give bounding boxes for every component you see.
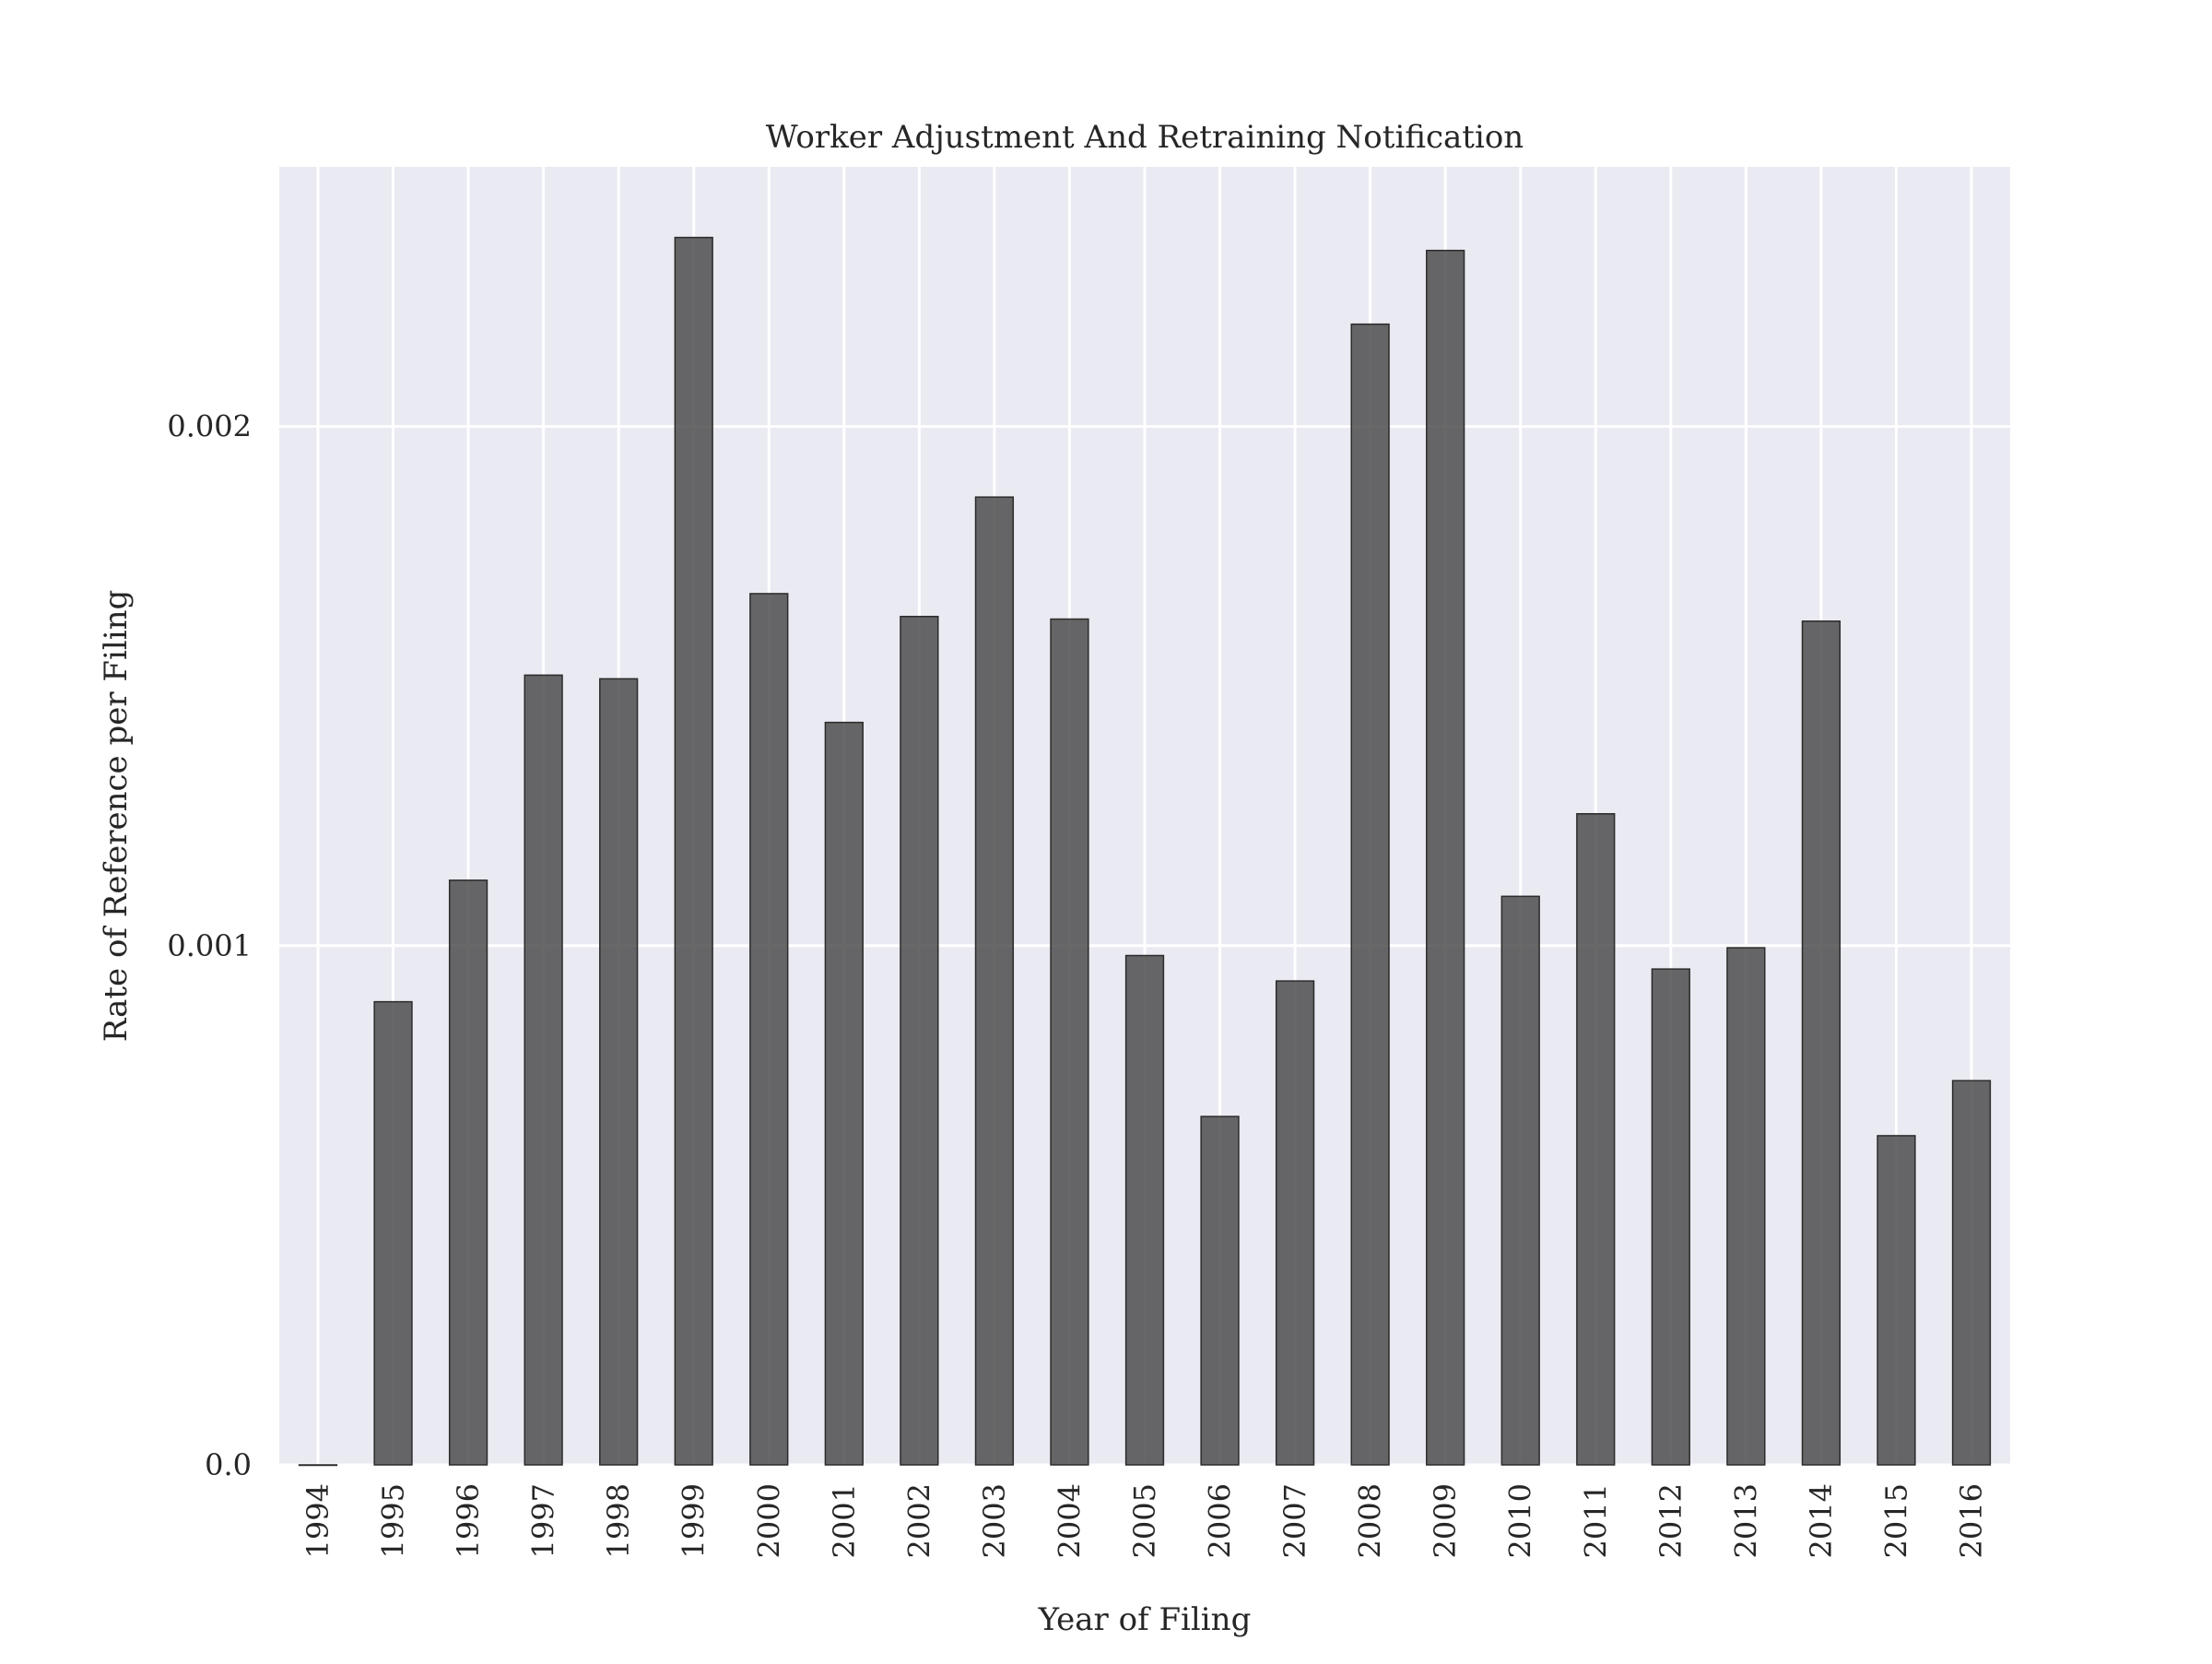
- bar-2008: [1350, 323, 1390, 1466]
- bar-2009: [1426, 249, 1465, 1466]
- x-tick-label: 1999: [677, 1483, 712, 1558]
- x-tick-label: 2001: [827, 1483, 862, 1558]
- x-tick-label: 2003: [977, 1483, 1012, 1558]
- x-axis-label: Year of Filing: [1038, 1601, 1252, 1638]
- bar-1999: [674, 236, 713, 1466]
- x-axis-ticks: 1994 1995 1996 1997 1998 1999 2000 2001 2002 2003…: [300, 1483, 1989, 1558]
- bar-1998: [599, 678, 639, 1466]
- bars: [298, 236, 1992, 1467]
- x-tick-label: 1995: [376, 1483, 411, 1558]
- bar-2016: [1951, 1080, 1992, 1466]
- x-tick-label: 2005: [1127, 1483, 1162, 1558]
- x-tick-label: 1996: [451, 1483, 486, 1558]
- bar-2001: [824, 721, 864, 1466]
- bar-2005: [1124, 954, 1165, 1466]
- bar-1995: [373, 1000, 413, 1466]
- bar-2003: [974, 496, 1015, 1466]
- bar-2012: [1651, 968, 1690, 1466]
- x-tick-label: 1997: [526, 1483, 561, 1558]
- x-tick-label: 2016: [1954, 1483, 1989, 1558]
- x-tick-label: 2014: [1804, 1483, 1839, 1558]
- x-tick-label: 2008: [1353, 1483, 1388, 1558]
- x-tick-label: 2002: [901, 1483, 936, 1558]
- x-tick-label: 2011: [1578, 1483, 1613, 1558]
- x-tick-label: 2009: [1428, 1483, 1463, 1558]
- y-tick-label: 0.002: [167, 409, 252, 444]
- bar-2002: [900, 615, 939, 1466]
- x-tick-label: 2015: [1878, 1483, 1913, 1558]
- bar-1994: [298, 1464, 338, 1467]
- x-tick-label: 2000: [751, 1483, 786, 1558]
- bar-1997: [524, 674, 563, 1466]
- bar-2000: [749, 593, 789, 1466]
- bar-2007: [1275, 980, 1315, 1466]
- y-axis-ticks: 0.0 0.001 0.002: [167, 409, 252, 1482]
- x-tick-label: 1998: [601, 1483, 636, 1558]
- x-tick-label: 2006: [1203, 1483, 1238, 1558]
- y-tick-label: 0.001: [167, 928, 252, 963]
- bar-2006: [1200, 1115, 1240, 1466]
- bar-2004: [1050, 618, 1089, 1466]
- y-tick-label: 0.0: [205, 1447, 252, 1482]
- x-tick-label: 2004: [1052, 1483, 1087, 1558]
- y-axis-label: Rate of Reference per Filing: [98, 590, 135, 1043]
- x-tick-label: 2007: [1277, 1483, 1312, 1558]
- bar-2010: [1500, 895, 1540, 1466]
- bar-2013: [1726, 947, 1766, 1466]
- bar-2014: [1801, 620, 1841, 1466]
- chart-title: Worker Adjustment And Retraining Notific…: [766, 119, 1524, 156]
- x-tick-label: 2012: [1653, 1483, 1688, 1558]
- x-tick-label: 2013: [1728, 1483, 1763, 1558]
- bar-2015: [1877, 1135, 1916, 1466]
- bar-2011: [1576, 812, 1616, 1466]
- x-tick-label: 2010: [1503, 1483, 1538, 1558]
- bar-1996: [448, 879, 488, 1466]
- x-tick-label: 1994: [300, 1483, 335, 1558]
